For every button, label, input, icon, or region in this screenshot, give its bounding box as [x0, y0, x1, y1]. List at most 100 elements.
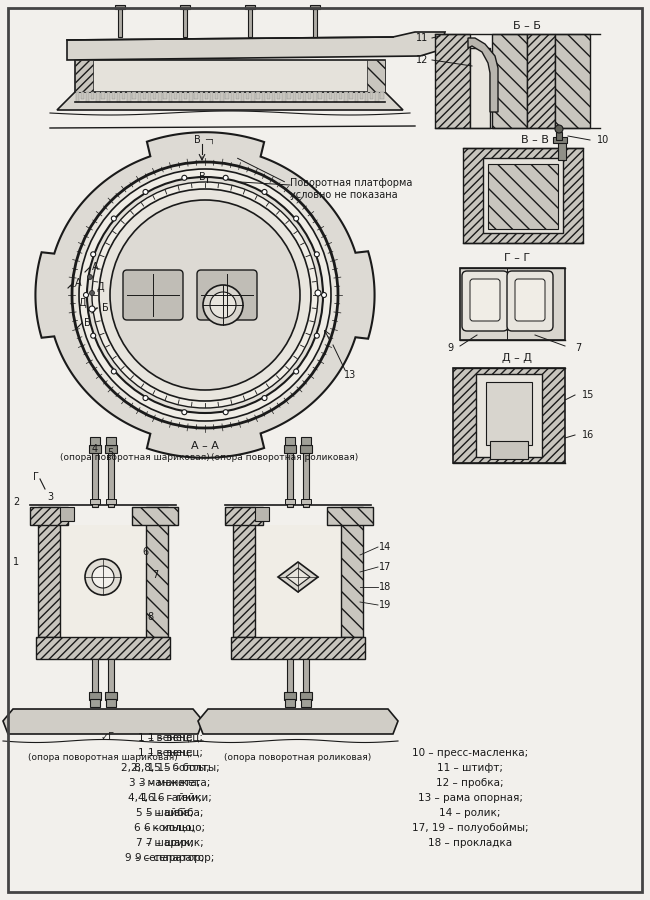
Bar — [189, 92, 192, 102]
Bar — [284, 445, 296, 453]
Text: 17: 17 — [379, 562, 391, 572]
Text: 7 – шарик;: 7 – шарик; — [146, 838, 204, 848]
Text: 3 – манжета;: 3 – манжета; — [139, 778, 211, 788]
Bar — [492, 34, 527, 128]
Bar — [117, 92, 120, 102]
Bar — [106, 499, 116, 504]
Text: 9 – сепаратор;: 9 – сепаратор; — [135, 853, 214, 863]
Bar — [107, 92, 110, 102]
Bar — [486, 382, 532, 445]
Text: 1 – венец;: 1 – венец; — [148, 748, 203, 758]
Bar — [292, 92, 296, 102]
Bar — [108, 452, 114, 507]
Bar — [334, 92, 337, 102]
Bar — [266, 92, 270, 99]
Text: Г – Г: Г – Г — [504, 253, 530, 263]
Circle shape — [83, 292, 88, 298]
Bar — [303, 659, 309, 694]
Polygon shape — [57, 92, 403, 110]
Bar — [163, 92, 166, 99]
Circle shape — [223, 410, 228, 415]
Bar — [365, 92, 368, 102]
Bar — [194, 92, 198, 99]
Text: Б: Б — [101, 303, 109, 313]
Circle shape — [91, 333, 96, 338]
Bar — [435, 34, 470, 128]
Circle shape — [315, 290, 321, 296]
Bar — [460, 268, 565, 340]
Text: А: А — [75, 278, 81, 288]
Polygon shape — [3, 709, 203, 734]
Circle shape — [294, 216, 298, 221]
Bar — [287, 452, 293, 507]
Bar — [92, 452, 98, 507]
Text: ─┐: ─┐ — [205, 136, 215, 145]
Circle shape — [203, 285, 243, 325]
Bar — [303, 452, 309, 507]
Text: 10: 10 — [597, 135, 609, 145]
Bar — [233, 507, 255, 637]
Circle shape — [315, 333, 319, 338]
Bar — [75, 92, 79, 102]
Circle shape — [315, 252, 319, 256]
Text: 12 – пробка;: 12 – пробка; — [436, 778, 504, 788]
Text: 7 – шарик;: 7 – шарик; — [136, 838, 194, 848]
Bar — [89, 692, 101, 700]
Bar — [86, 92, 89, 102]
FancyBboxPatch shape — [470, 279, 500, 321]
Bar — [153, 92, 157, 99]
Text: А: А — [92, 262, 98, 272]
Circle shape — [79, 169, 331, 421]
Text: 10 – пресс-масленка;: 10 – пресс-масленка; — [412, 748, 528, 758]
Text: 4, 16 – гайки;: 4, 16 – гайки; — [138, 793, 212, 803]
Text: 11: 11 — [416, 33, 428, 43]
Polygon shape — [286, 568, 310, 586]
Bar — [303, 92, 306, 102]
Text: 1 – венец;: 1 – венец; — [148, 733, 203, 743]
Polygon shape — [67, 32, 445, 60]
Text: Поворотная платформа
условно не показана: Поворотная платформа условно не показана — [290, 178, 412, 200]
Bar — [298, 92, 301, 99]
Bar — [463, 148, 583, 243]
Bar — [300, 445, 312, 453]
Bar — [556, 132, 562, 140]
Bar — [301, 699, 311, 707]
Circle shape — [294, 369, 298, 374]
FancyBboxPatch shape — [507, 271, 553, 331]
Text: 6 – кольцо;: 6 – кольцо; — [144, 823, 205, 833]
Text: 11 – штифт;: 11 – штифт; — [437, 763, 503, 773]
Bar — [133, 92, 136, 99]
Bar — [359, 92, 363, 99]
Bar — [36, 637, 170, 659]
Circle shape — [110, 200, 300, 390]
Bar — [210, 92, 213, 102]
Bar — [313, 92, 317, 102]
Bar — [30, 507, 68, 525]
Bar — [132, 507, 178, 525]
Bar — [148, 92, 151, 102]
Circle shape — [85, 559, 121, 595]
Bar — [118, 9, 122, 37]
Bar — [285, 437, 295, 445]
Bar — [105, 692, 117, 700]
Text: 4, 16 – гайки;: 4, 16 – гайки; — [128, 793, 202, 803]
Circle shape — [111, 216, 116, 221]
Bar — [251, 92, 255, 102]
Bar — [287, 659, 293, 694]
FancyBboxPatch shape — [197, 270, 257, 320]
Bar — [282, 92, 285, 102]
Bar — [490, 441, 528, 459]
Text: 13 – рама опорная;: 13 – рама опорная; — [417, 793, 523, 803]
Text: В: В — [194, 135, 200, 145]
Text: 16: 16 — [582, 430, 594, 440]
Bar — [241, 92, 244, 102]
Bar — [75, 60, 93, 92]
Bar — [90, 437, 100, 445]
Bar — [138, 92, 141, 102]
Bar — [231, 637, 365, 659]
Bar — [558, 140, 566, 160]
Bar — [470, 48, 490, 128]
Bar — [184, 92, 187, 99]
Bar — [89, 445, 101, 453]
Bar — [327, 507, 373, 525]
